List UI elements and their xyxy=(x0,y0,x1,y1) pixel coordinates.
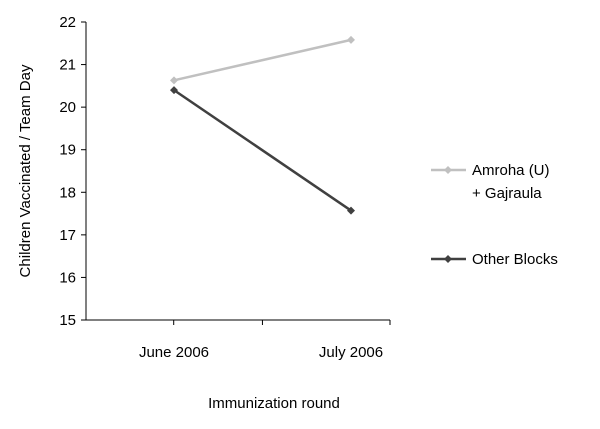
y-tick-label: 21 xyxy=(59,57,76,74)
legend-label: + Gajraula xyxy=(472,185,542,202)
legend-marker-1 xyxy=(444,255,452,263)
y-tick-label: 17 xyxy=(59,227,76,244)
x-tick-label: June 2006 xyxy=(139,344,209,361)
y-tick-label: 22 xyxy=(59,14,76,31)
y-tick-label: 20 xyxy=(59,99,76,116)
y-axis: 15 16 17 18 19 20 21 22 xyxy=(59,14,87,329)
series-marker-0 xyxy=(170,76,178,85)
series-marker-0 xyxy=(347,35,355,44)
legend: Amroha (U) + Gajraula Other Blocks xyxy=(431,162,558,268)
x-axis: June 2006 July 2006 xyxy=(86,319,391,361)
x-axis-title: Immunization round xyxy=(208,395,340,412)
series-marker-1 xyxy=(347,206,355,215)
legend-label: Amroha (U) xyxy=(472,162,550,179)
y-axis-title: Children Vaccinated / Team Day xyxy=(17,64,34,277)
y-tick-label: 15 xyxy=(59,312,76,329)
series-layer xyxy=(170,35,355,215)
series-line-1 xyxy=(173,89,352,212)
y-tick-label: 18 xyxy=(59,184,76,201)
y-tick-label: 16 xyxy=(59,269,76,286)
series-marker-1 xyxy=(170,86,178,95)
legend-marker-0 xyxy=(444,166,452,174)
series-line-0 xyxy=(173,38,352,82)
legend-label: Other Blocks xyxy=(472,251,558,268)
x-tick-label: July 2006 xyxy=(319,344,383,361)
y-tick-label: 19 xyxy=(59,142,76,159)
